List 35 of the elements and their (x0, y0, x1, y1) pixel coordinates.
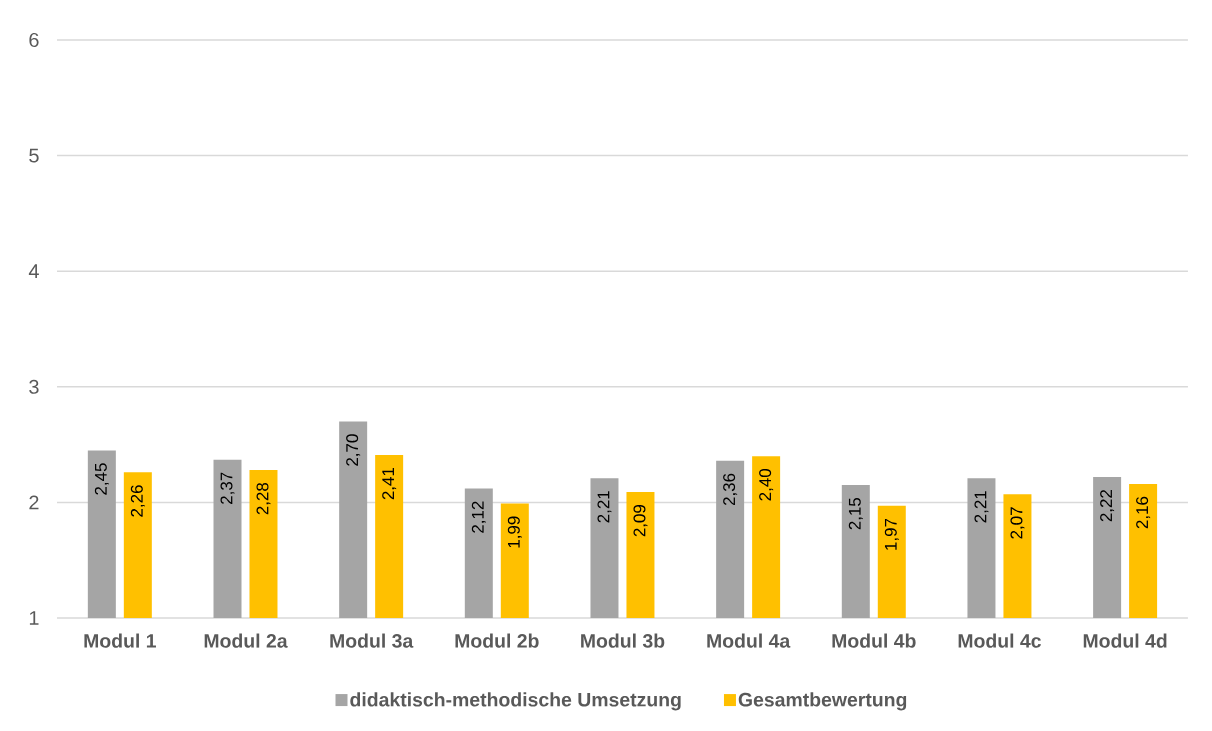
data-label: 2,15 (848, 497, 863, 530)
data-label: 2,07 (1010, 507, 1025, 539)
x-tick-label: Modul 4b (832, 633, 916, 648)
legend-label: Gesamtbewertung (738, 692, 907, 711)
y-tick-label: 6 (29, 32, 39, 48)
x-tick-label: Modul 3a (330, 633, 414, 648)
x-tick-label: Modul 2a (204, 633, 288, 648)
y-tick-label: 3 (29, 379, 39, 394)
data-label: 2,12 (471, 501, 486, 533)
x-tick-label: Modul 1 (84, 633, 156, 648)
data-label: 2,16 (1136, 496, 1151, 529)
data-label: 1,99 (507, 516, 522, 548)
x-tick-label: Modul 4c (958, 633, 1041, 648)
data-label: 2,28 (256, 482, 271, 515)
data-label: 2,40 (759, 469, 774, 501)
y-tick-label: 5 (29, 148, 39, 163)
data-label: 2,21 (597, 491, 612, 523)
data-label: 2,36 (723, 473, 738, 506)
x-tick-label: Modul 2b (455, 633, 539, 648)
legend-label: didaktisch-methodische Umsetzung (350, 692, 681, 711)
data-label: 1,97 (884, 518, 899, 550)
data-label: 2,41 (382, 468, 397, 500)
x-tick-label: Modul 4d (1083, 633, 1167, 648)
data-label: 2,45 (94, 463, 109, 495)
data-label: 2,22 (1100, 490, 1115, 522)
data-label: 2,37 (220, 472, 235, 504)
x-tick-label: Modul 3b (581, 633, 665, 648)
x-tick-label: Modul 4a (707, 633, 791, 648)
data-label: 2,21 (974, 491, 989, 523)
data-label: 2,09 (633, 504, 648, 537)
data-label: 2,70 (346, 434, 361, 466)
data-label: 2,26 (130, 485, 145, 517)
y-tick-label: 1 (29, 611, 39, 625)
y-tick-label: 2 (29, 495, 39, 510)
y-tick-label: 4 (28, 264, 39, 279)
